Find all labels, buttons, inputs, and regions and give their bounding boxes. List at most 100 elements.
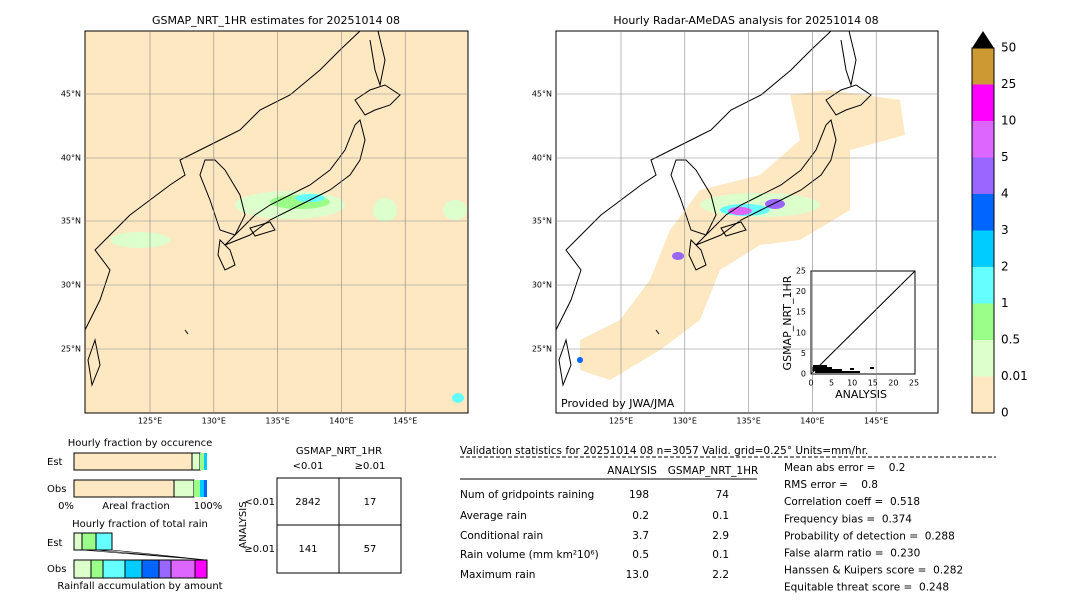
left-map — [84, 30, 469, 414]
cell: 2.9 — [712, 530, 729, 542]
stats-header: Validation statistics for 20251014 08 n=… — [460, 445, 868, 457]
column-label: ≥0.01 — [355, 461, 386, 472]
row-label: Num of gridpoints raining — [460, 489, 594, 501]
row-label: Est — [47, 538, 63, 549]
chart-title: Hourly fraction by occurence — [68, 438, 212, 449]
scatter-xlabel: ANALYSIS — [835, 388, 887, 401]
colorbar-label: 0.01 — [1001, 369, 1028, 383]
lon-label: 130°E — [202, 417, 226, 426]
lon-label: 145°E — [864, 417, 888, 426]
scatter-x-tick: 10 — [847, 379, 857, 388]
colorbar-label: 5 — [1001, 150, 1009, 164]
lon-label: 135°E — [265, 417, 289, 426]
lat-label: 45°N — [61, 90, 81, 99]
scatter-y-tick: 15 — [796, 308, 806, 317]
row-label: Obs — [47, 484, 66, 495]
scatter-x-tick: 25 — [909, 379, 919, 388]
axis-label: Areal fraction — [102, 501, 169, 512]
scatter-y-tick: 0 — [801, 370, 806, 379]
column-label: ANALYSIS — [607, 465, 657, 477]
axis-label: 0% — [58, 501, 74, 512]
scatter-y-tick: 20 — [796, 287, 806, 296]
colorbar-segment — [972, 340, 994, 377]
map-title: GSMAP_NRT_1HR estimates for 20251014 08 — [152, 14, 400, 27]
row-label: ≥0.01 — [244, 544, 275, 555]
chart-title: Hourly fraction of total rain — [72, 519, 208, 530]
cell: 13.0 — [626, 569, 649, 581]
colorbar-segment — [972, 48, 994, 85]
colorbar-segment — [972, 230, 994, 267]
cell: 74 — [716, 489, 730, 501]
column-label: <0.01 — [293, 461, 324, 472]
lat-label: 30°N — [61, 281, 81, 290]
colorbar-label: 50 — [1001, 41, 1016, 55]
scatter-x-tick: 0 — [808, 379, 813, 388]
cell: 198 — [629, 489, 649, 501]
colorbar-label: 3 — [1001, 223, 1009, 237]
colorbar-label: 10 — [1001, 114, 1016, 128]
cell: 2.2 — [712, 569, 729, 581]
table-title: GSMAP_NRT_1HR — [296, 446, 382, 457]
scatter-x-tick: 20 — [888, 379, 898, 388]
row-label: Obs — [47, 564, 66, 575]
row-label: Est — [47, 457, 63, 468]
lat-label: 45°N — [532, 90, 552, 99]
score: RMS error = 0.8 — [784, 479, 878, 491]
colorbar-segment — [972, 84, 994, 121]
lat-label: 25°N — [61, 345, 81, 354]
score: Frequency bias = 0.374 — [784, 513, 912, 525]
lon-label: 140°E — [329, 417, 353, 426]
contingency-table — [276, 477, 402, 574]
cell: 0.1 — [712, 549, 729, 561]
lon-label: 135°E — [736, 417, 760, 426]
colorbar-segment — [972, 267, 994, 304]
colorbar — [971, 31, 995, 414]
colorbar-segment — [972, 376, 994, 413]
lat-label: 30°N — [532, 281, 552, 290]
map-title: Hourly Radar-AMeDAS analysis for 2025101… — [613, 14, 878, 27]
colorbar-segment — [972, 303, 994, 340]
colorbar-label: 4 — [1001, 187, 1009, 201]
score: Hanssen & Kuipers score = 0.282 — [784, 565, 963, 577]
right-map — [555, 30, 939, 414]
lon-label: 130°E — [673, 417, 697, 426]
row-label: Average rain — [460, 510, 527, 522]
lat-label: 40°N — [61, 154, 81, 163]
colorbar-label: 1 — [1001, 296, 1009, 310]
row-label: Rain volume (mm km²10⁶) — [460, 549, 599, 561]
scatter-y-tick: 10 — [796, 328, 806, 337]
cell: 141 — [298, 544, 317, 555]
colorbar-segment — [972, 157, 994, 194]
scatter-inset — [810, 270, 916, 375]
colorbar-label: 0 — [1001, 406, 1009, 420]
scatter-x-tick: 5 — [829, 379, 834, 388]
lon-label: 125°E — [138, 417, 162, 426]
lat-label: 35°N — [532, 217, 552, 226]
cell: 57 — [364, 544, 377, 555]
colorbar-extend — [972, 31, 994, 48]
cell: 0.2 — [632, 510, 649, 522]
score: Correlation coeff = 0.518 — [784, 496, 920, 508]
lon-label: 125°E — [609, 417, 633, 426]
lon-label: 145°E — [393, 417, 417, 426]
fraction-bars — [73, 452, 208, 579]
score: Probability of detection = 0.288 — [784, 530, 955, 542]
row-label: <0.01 — [244, 497, 275, 508]
score: Mean abs error = 0.2 — [784, 462, 905, 474]
cell: 0.1 — [712, 510, 729, 522]
cell: 2842 — [295, 497, 320, 508]
row-label: Conditional rain — [460, 530, 543, 542]
colorbar-label: 2 — [1001, 260, 1009, 274]
lat-label: 25°N — [532, 345, 552, 354]
row-label: Maximum rain — [460, 569, 535, 581]
score: False alarm ratio = 0.230 — [784, 548, 920, 560]
axis-label: 100% — [194, 501, 223, 512]
cell: 0.5 — [632, 549, 649, 561]
lat-label: 35°N — [61, 217, 81, 226]
lat-label: 40°N — [532, 154, 552, 163]
scatter-y-tick: 5 — [801, 349, 806, 358]
scatter-y-tick: 25 — [796, 267, 806, 276]
credit: Provided by JWA/JMA — [561, 397, 675, 410]
lon-label: 140°E — [800, 417, 824, 426]
